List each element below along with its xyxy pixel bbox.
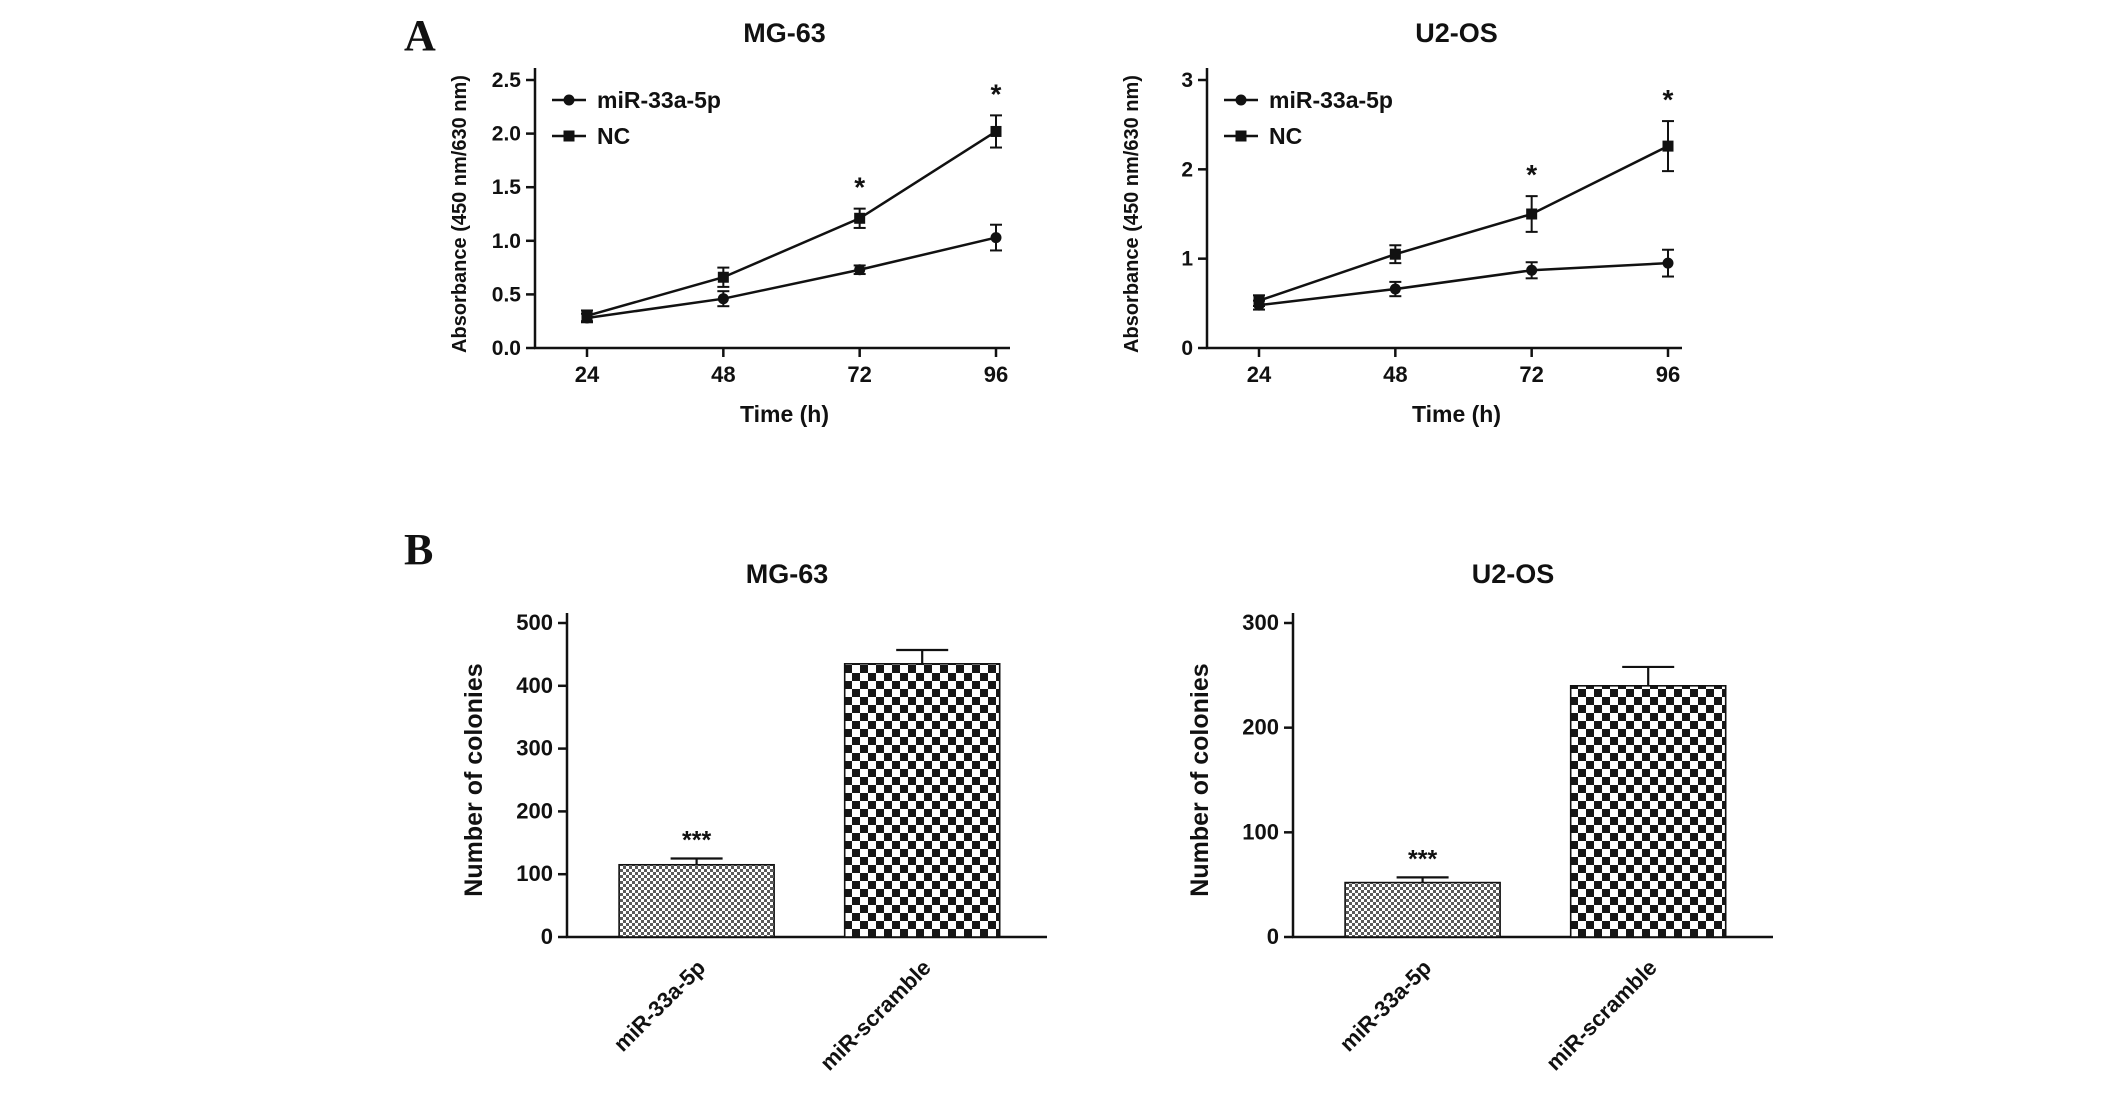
chart-svg-u2os-proliferation: U2-OS 0 1 2 3 24 48 72 96 Time (h) Absorbance (450… <box>1121 18 1682 427</box>
svg-text:300: 300 <box>516 736 553 761</box>
svg-text:*: * <box>991 78 1002 109</box>
svg-text:miR-33a-5p: miR-33a-5p <box>609 955 711 1057</box>
bar-chart-u2os-colonies: U2-OS 0 100 200 300 Number of colonies miR-33a… <box>1178 545 1798 1097</box>
svg-text:48: 48 <box>711 362 735 387</box>
svg-text:Number of colonies: Number of colonies <box>1186 663 1214 896</box>
chart-svg-u2os-colonies: U2-OS 0 100 200 300 Number of colonies miR-33a… <box>1186 559 1773 1076</box>
svg-text:NC: NC <box>1269 123 1302 149</box>
svg-text:400: 400 <box>516 673 553 698</box>
svg-text:500: 500 <box>516 610 553 635</box>
chart-svg-mg63-proliferation: MG-63 0.0 0.5 1.0 1.5 2.0 2.5 24 48 72 96 Time (h) A… <box>449 18 1010 427</box>
chart-svg-mg63-colonies: MG-63 0 100 200 300 400 500 Number of colonies m… <box>460 559 1047 1076</box>
svg-text:48: 48 <box>1383 362 1407 387</box>
line-chart-mg63-proliferation: MG-63 0.0 0.5 1.0 1.5 2.0 2.5 24 48 72 96 Time (h) A… <box>440 8 1040 463</box>
svg-text:miR-33a-5p: miR-33a-5p <box>1335 955 1437 1057</box>
svg-text:3: 3 <box>1181 69 1193 92</box>
svg-text:*: * <box>854 172 865 203</box>
svg-text:U2-OS: U2-OS <box>1472 559 1555 589</box>
svg-text:MG-63: MG-63 <box>743 18 826 48</box>
svg-text:1.0: 1.0 <box>492 230 521 253</box>
svg-text:0.5: 0.5 <box>492 283 522 306</box>
panel-label-a: A <box>404 11 436 60</box>
svg-text:72: 72 <box>1519 362 1543 387</box>
svg-text:Absorbance (450 nm/630 nm): Absorbance (450 nm/630 nm) <box>1121 75 1143 353</box>
svg-text:NC: NC <box>597 123 630 149</box>
svg-text:miR-scramble: miR-scramble <box>815 955 936 1076</box>
svg-text:Time (h): Time (h) <box>740 401 829 427</box>
svg-text:1.5: 1.5 <box>492 176 522 199</box>
svg-text:0: 0 <box>541 924 553 949</box>
svg-text:1: 1 <box>1181 248 1193 271</box>
svg-text:200: 200 <box>1242 715 1279 740</box>
svg-text:*: * <box>1663 84 1674 115</box>
svg-text:100: 100 <box>516 861 553 886</box>
svg-text:***: *** <box>682 827 711 855</box>
svg-text:miR-33a-5p: miR-33a-5p <box>1269 87 1393 113</box>
svg-text:2: 2 <box>1181 158 1193 181</box>
svg-text:100: 100 <box>1242 819 1279 844</box>
svg-text:U2-OS: U2-OS <box>1415 18 1498 48</box>
svg-text:300: 300 <box>1242 610 1279 635</box>
svg-text:96: 96 <box>1656 362 1680 387</box>
svg-text:Time (h): Time (h) <box>1412 401 1501 427</box>
svg-text:72: 72 <box>847 362 871 387</box>
panel-label-b: B <box>404 525 434 574</box>
svg-text:0.0: 0.0 <box>492 337 521 360</box>
svg-text:Number of colonies: Number of colonies <box>460 663 488 896</box>
svg-text:Absorbance (450 nm/630 nm): Absorbance (450 nm/630 nm) <box>449 75 471 353</box>
svg-text:2.5: 2.5 <box>492 69 522 92</box>
svg-text:96: 96 <box>984 362 1008 387</box>
svg-text:200: 200 <box>516 798 553 823</box>
svg-text:*: * <box>1526 159 1537 190</box>
svg-text:0: 0 <box>1181 337 1193 360</box>
svg-text:2.0: 2.0 <box>492 123 521 146</box>
svg-text:MG-63: MG-63 <box>746 559 829 589</box>
svg-text:miR-scramble: miR-scramble <box>1541 955 1662 1076</box>
svg-text:miR-33a-5p: miR-33a-5p <box>597 87 721 113</box>
svg-text:24: 24 <box>1247 362 1272 387</box>
svg-text:24: 24 <box>575 362 600 387</box>
bar-chart-mg63-colonies: MG-63 0 100 200 300 400 500 Number of colonies m… <box>452 545 1072 1097</box>
line-chart-u2os-proliferation: U2-OS 0 1 2 3 24 48 72 96 Time (h) Absorbance (450… <box>1112 8 1712 463</box>
svg-text:***: *** <box>1408 845 1437 873</box>
svg-text:0: 0 <box>1267 924 1279 949</box>
